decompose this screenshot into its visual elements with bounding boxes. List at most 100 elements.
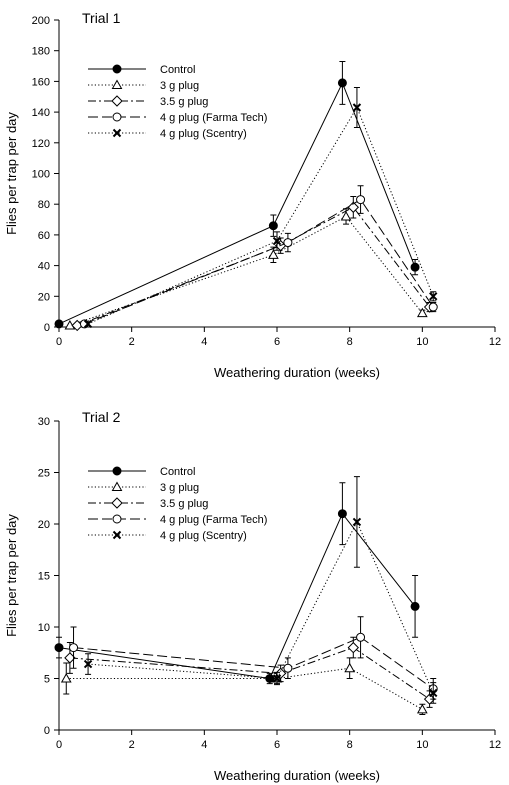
data-point <box>274 667 287 680</box>
data-point <box>340 210 352 221</box>
series-4-g-plug-farma-tech <box>79 185 438 329</box>
series-4-g-plug-farma-tech <box>69 616 438 700</box>
legend-entry: Control <box>88 64 195 76</box>
x-tick-label: 2 <box>129 336 135 348</box>
legend-marker <box>112 514 122 524</box>
data-point <box>352 517 362 527</box>
legend-label: 4 g plug (Farma Tech) <box>160 112 267 124</box>
legend-entry: 3.5 g plug <box>88 497 208 510</box>
data-point <box>416 703 428 714</box>
y-tick-label: 0 <box>44 725 50 737</box>
legend-marker <box>111 497 123 509</box>
x-tick-label: 12 <box>489 336 501 348</box>
legend-entry: 3.5 g plug <box>88 95 208 108</box>
data-point <box>429 688 438 698</box>
chart-title: Trial 1 <box>82 10 121 26</box>
legend-label: 3 g plug <box>160 482 199 494</box>
legend-marker <box>112 128 122 138</box>
x-tick-label: 6 <box>274 739 280 751</box>
y-tick-label: 15 <box>38 571 50 583</box>
data-point <box>347 641 360 654</box>
y-tick-label: 10 <box>38 622 50 634</box>
series-line <box>87 106 434 325</box>
data-point <box>429 292 438 301</box>
data-point <box>356 632 366 642</box>
data-point <box>54 643 64 653</box>
data-point <box>410 262 420 272</box>
data-point <box>410 601 420 611</box>
series-line <box>88 520 434 694</box>
legend-label: Control <box>160 64 195 76</box>
legend-label: 4 g plug (Farma Tech) <box>160 514 267 526</box>
data-point <box>60 672 72 683</box>
legend-marker <box>111 95 123 107</box>
y-tick-label: 160 <box>32 76 50 88</box>
series-line <box>84 198 434 325</box>
data-point <box>337 78 347 88</box>
data-point <box>283 663 293 673</box>
legend-marker <box>112 112 122 122</box>
series-line <box>58 81 416 325</box>
data-point <box>352 103 362 112</box>
legend-marker <box>112 64 122 74</box>
series-4-g-plug-scentry <box>83 87 438 329</box>
data-point <box>272 674 282 683</box>
y-tick-label: 60 <box>38 230 50 242</box>
data-point <box>83 319 93 329</box>
series-3-5-g-plug <box>71 196 436 332</box>
series-3-g-plug <box>60 657 428 716</box>
data-point <box>268 249 279 259</box>
y-axis-title: Flies per trap per day <box>4 514 19 637</box>
data-point <box>283 238 293 248</box>
y-tick-label: 100 <box>32 169 50 181</box>
legend-label: 3 g plug <box>160 80 199 92</box>
x-axis-title: Weathering duration (weeks) <box>214 768 380 783</box>
legend-marker <box>112 466 122 476</box>
y-tick-label: 120 <box>32 138 50 150</box>
legend-entry: 4 g plug (Scentry) <box>88 530 247 542</box>
x-tick-label: 8 <box>347 739 353 751</box>
data-point <box>69 643 79 653</box>
x-tick-label: 4 <box>201 739 207 751</box>
legend-label: 4 g plug (Scentry) <box>160 128 247 140</box>
data-point <box>428 302 438 312</box>
series-line <box>76 206 430 326</box>
y-axis-title: Flies per trap per day <box>4 112 19 235</box>
series-line <box>73 636 434 690</box>
data-point <box>268 221 278 231</box>
legend-entry: 3 g plug <box>88 79 199 92</box>
y-tick-label: 80 <box>38 199 50 211</box>
legend-entry: 4 g plug (Farma Tech) <box>88 112 267 124</box>
series-control <box>54 482 420 685</box>
x-tick-label: 12 <box>489 739 501 751</box>
data-point <box>416 307 428 318</box>
legend-entry: 4 g plug (Scentry) <box>88 128 247 140</box>
y-tick-label: 25 <box>38 468 50 480</box>
legend-label: 3.5 g plug <box>160 96 208 108</box>
x-axis-title: Weathering duration (weeks) <box>214 365 380 380</box>
legend-entry: Control <box>88 466 195 478</box>
data-point <box>83 659 93 669</box>
x-tick-label: 0 <box>56 739 62 751</box>
series-line <box>58 512 416 680</box>
data-point <box>272 236 282 246</box>
series-3-5-g-plug <box>64 636 436 708</box>
legend-entry: 3 g plug <box>88 481 199 494</box>
x-tick-label: 4 <box>201 336 207 348</box>
y-tick-label: 200 <box>32 15 50 27</box>
data-point <box>356 195 366 205</box>
x-tick-label: 6 <box>274 336 280 348</box>
y-tick-label: 140 <box>32 107 50 119</box>
y-tick-label: 40 <box>38 261 50 273</box>
legend-label: Control <box>160 466 195 478</box>
series-3-g-plug <box>64 208 428 330</box>
y-tick-label: 30 <box>38 416 50 428</box>
x-tick-label: 2 <box>129 739 135 751</box>
data-point <box>337 509 347 519</box>
legend-marker <box>112 530 122 540</box>
y-tick-label: 20 <box>38 519 50 531</box>
data-point <box>347 201 360 213</box>
x-tick-label: 0 <box>56 336 62 348</box>
